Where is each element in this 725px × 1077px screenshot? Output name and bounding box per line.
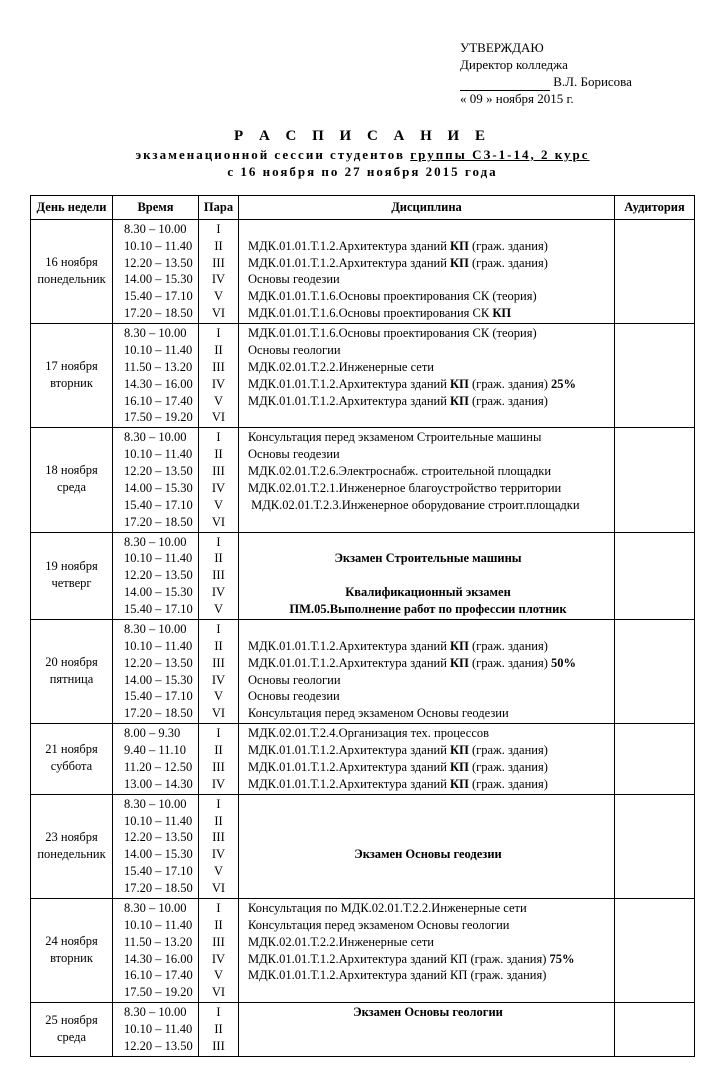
- auditorium-cell: [615, 219, 695, 323]
- time-cell: 8.30 – 10.0010.10 – 11.4012.20 – 13.5014…: [113, 532, 199, 619]
- pair-cell: IIIIIIIVVVI: [199, 219, 239, 323]
- day-cell: 24 ноябрявторник: [31, 898, 113, 1002]
- table-row: 25 ноябрясреда8.30 – 10.0010.10 – 11.401…: [31, 1003, 695, 1057]
- day-cell: 18 ноябрясреда: [31, 428, 113, 532]
- time-cell: 8.30 – 10.0010.10 – 11.4011.50 – 13.2014…: [113, 324, 199, 428]
- day-cell: 19 ноябрячетверг: [31, 532, 113, 619]
- auditorium-cell: [615, 794, 695, 898]
- discipline-cell: Консультация по МДК.02.01.Т.2.2.Инженерн…: [239, 898, 615, 1002]
- title-big: Р А С П И С А Н И Е: [30, 126, 695, 146]
- time-cell: 8.30 – 10.0010.10 – 11.4012.20 – 13.50: [113, 1003, 199, 1057]
- discipline-cell: МДК.02.01.Т.2.4.Организация тех. процесс…: [239, 724, 615, 795]
- th-disc: Дисциплина: [239, 195, 615, 219]
- table-row: 20 ноябряпятница8.30 – 10.0010.10 – 11.4…: [31, 619, 695, 723]
- table-row: 21 ноябрясуббота8.00 – 9.309.40 – 11.101…: [31, 724, 695, 795]
- pair-cell: IIIIIIIVVVI: [199, 794, 239, 898]
- auditorium-cell: [615, 1003, 695, 1057]
- time-cell: 8.30 – 10.0010.10 – 11.4012.20 – 13.5014…: [113, 619, 199, 723]
- table-row: 18 ноябрясреда8.30 – 10.0010.10 – 11.401…: [31, 428, 695, 532]
- discipline-cell: Экзамен Основы геологии: [239, 1003, 615, 1057]
- auditorium-cell: [615, 428, 695, 532]
- discipline-cell: Экзамен Строительные машины Квалификацио…: [239, 532, 615, 619]
- time-cell: 8.30 – 10.0010.10 – 11.4011.50 – 13.2014…: [113, 898, 199, 1002]
- day-cell: 20 ноябряпятница: [31, 619, 113, 723]
- table-row: 16 ноябряпонедельник8.30 – 10.0010.10 – …: [31, 219, 695, 323]
- table-row: 19 ноябрячетверг8.30 – 10.0010.10 – 11.4…: [31, 532, 695, 619]
- day-cell: 16 ноябряпонедельник: [31, 219, 113, 323]
- discipline-cell: МДК.01.01.Т.1.2.Архитектура зданий КП (г…: [239, 219, 615, 323]
- th-aud: Аудитория: [615, 195, 695, 219]
- approve-l1: УТВЕРЖДАЮ: [460, 40, 695, 57]
- th-pair: Пара: [199, 195, 239, 219]
- discipline-cell: Консультация перед экзаменом Строительны…: [239, 428, 615, 532]
- table-row: 23 ноябряпонедельник8.30 – 10.0010.10 – …: [31, 794, 695, 898]
- th-day: День недели: [31, 195, 113, 219]
- title-block: Р А С П И С А Н И Е экзаменационной сесс…: [30, 126, 695, 181]
- table-head-row: День недели Время Пара Дисциплина Аудито…: [31, 195, 695, 219]
- approve-l2: Директор колледжа: [460, 57, 695, 74]
- schedule-table: День недели Время Пара Дисциплина Аудито…: [30, 195, 695, 1057]
- day-cell: 23 ноябряпонедельник: [31, 794, 113, 898]
- pair-cell: IIIIIIIVVVI: [199, 324, 239, 428]
- title-sub: экзаменационной сессии студентов группы …: [30, 146, 695, 164]
- day-cell: 17 ноябрявторник: [31, 324, 113, 428]
- time-cell: 8.00 – 9.309.40 – 11.1011.20 – 12.5013.0…: [113, 724, 199, 795]
- pair-cell: IIIIIIIVVVI: [199, 619, 239, 723]
- day-cell: 21 ноябрясуббота: [31, 724, 113, 795]
- discipline-cell: МДК.01.01.Т.1.6.Основы проектирования СК…: [239, 324, 615, 428]
- discipline-cell: Экзамен Основы геодезии: [239, 794, 615, 898]
- table-row: 24 ноябрявторник8.30 – 10.0010.10 – 11.4…: [31, 898, 695, 1002]
- pair-cell: IIIIIIIVVVI: [199, 428, 239, 532]
- day-cell: 25 ноябрясреда: [31, 1003, 113, 1057]
- time-cell: 8.30 – 10.0010.10 – 11.4012.20 – 13.5014…: [113, 794, 199, 898]
- pair-cell: IIIIII: [199, 1003, 239, 1057]
- pair-cell: IIIIIIIVVVI: [199, 898, 239, 1002]
- approval-block: УТВЕРЖДАЮ Директор колледжа В.Л. Борисов…: [460, 40, 695, 108]
- auditorium-cell: [615, 324, 695, 428]
- auditorium-cell: [615, 619, 695, 723]
- title-sub-underline: группы СЗ-1-14, 2 курс: [410, 147, 589, 162]
- auditorium-cell: [615, 898, 695, 1002]
- signature-line: [460, 78, 550, 91]
- th-time: Время: [113, 195, 199, 219]
- title-sub-before: экзаменационной сессии студентов: [135, 147, 410, 162]
- auditorium-cell: [615, 724, 695, 795]
- discipline-cell: МДК.01.01.Т.1.2.Архитектура зданий КП (г…: [239, 619, 615, 723]
- time-cell: 8.30 – 10.0010.10 – 11.4012.20 – 13.5014…: [113, 219, 199, 323]
- approve-date: « 09 » ноября 2015 г.: [460, 91, 695, 108]
- table-row: 17 ноябрявторник8.30 – 10.0010.10 – 11.4…: [31, 324, 695, 428]
- title-dates: с 16 ноября по 27 ноября 2015 года: [30, 163, 695, 181]
- auditorium-cell: [615, 532, 695, 619]
- pair-cell: IIIIIIIV: [199, 724, 239, 795]
- time-cell: 8.30 – 10.0010.10 – 11.4012.20 – 13.5014…: [113, 428, 199, 532]
- approve-name: В.Л. Борисова: [553, 74, 632, 89]
- pair-cell: IIIIIIIVV: [199, 532, 239, 619]
